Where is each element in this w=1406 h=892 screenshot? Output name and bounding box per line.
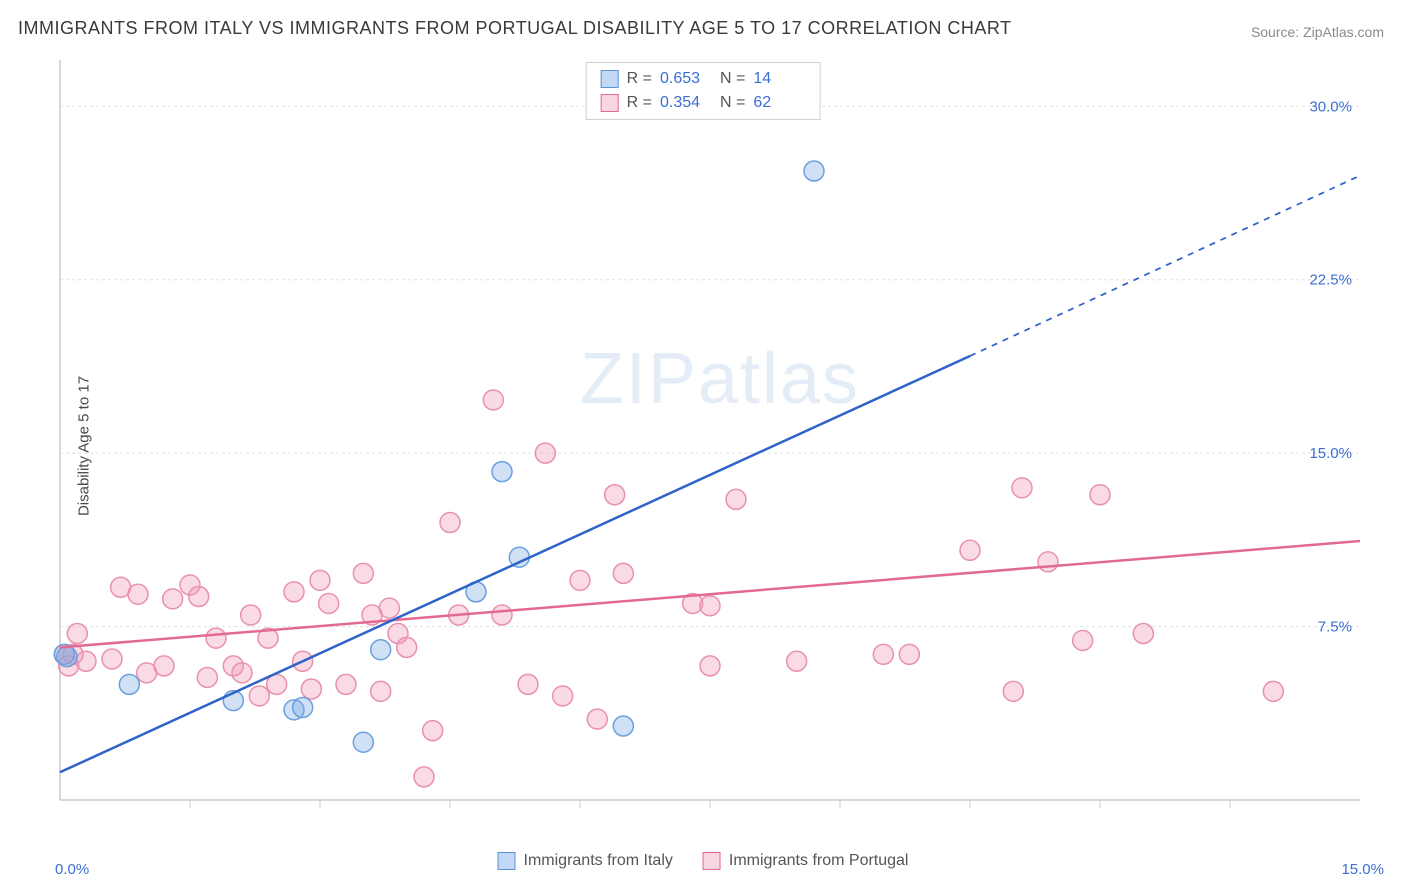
svg-text:30.0%: 30.0%: [1309, 98, 1352, 115]
svg-text:15.0%: 15.0%: [1309, 445, 1352, 462]
x-axis-end-label: 15.0%: [1341, 861, 1384, 878]
legend-label-italy: Immigrants from Italy: [524, 852, 673, 870]
r-value: 0.354: [660, 91, 712, 115]
n-label: N =: [720, 91, 745, 115]
chart-area: 7.5%15.0%22.5%30.0% ZIPatlas: [60, 60, 1380, 820]
svg-text:22.5%: 22.5%: [1309, 272, 1352, 289]
n-value: 62: [753, 91, 805, 115]
series-legend: Immigrants from Italy Immigrants from Po…: [498, 852, 909, 870]
scatter-chart-svg: 7.5% 15.0% 22.5% 30.0%: [60, 60, 1360, 800]
legend-row-italy: R = 0.653 N = 14: [601, 67, 806, 91]
swatch-portugal-icon: [703, 852, 721, 870]
legend-label-portugal: Immigrants from Portugal: [729, 852, 909, 870]
swatch-italy-icon: [601, 70, 619, 88]
source-attribution: Source: ZipAtlas.com: [1251, 24, 1384, 40]
n-value: 14: [753, 67, 805, 91]
svg-text:7.5%: 7.5%: [1318, 619, 1352, 636]
swatch-portugal-icon: [601, 94, 619, 112]
x-axis-start-label: 0.0%: [55, 861, 89, 878]
r-label: R =: [627, 91, 652, 115]
chart-title: IMMIGRANTS FROM ITALY VS IMMIGRANTS FROM…: [18, 18, 1012, 39]
legend-item-portugal: Immigrants from Portugal: [703, 852, 909, 870]
correlation-legend: R = 0.653 N = 14 R = 0.354 N = 62: [586, 62, 821, 120]
legend-item-italy: Immigrants from Italy: [498, 852, 673, 870]
legend-row-portugal: R = 0.354 N = 62: [601, 91, 806, 115]
swatch-italy-icon: [498, 852, 516, 870]
r-label: R =: [627, 67, 652, 91]
n-label: N =: [720, 67, 745, 91]
r-value: 0.653: [660, 67, 712, 91]
